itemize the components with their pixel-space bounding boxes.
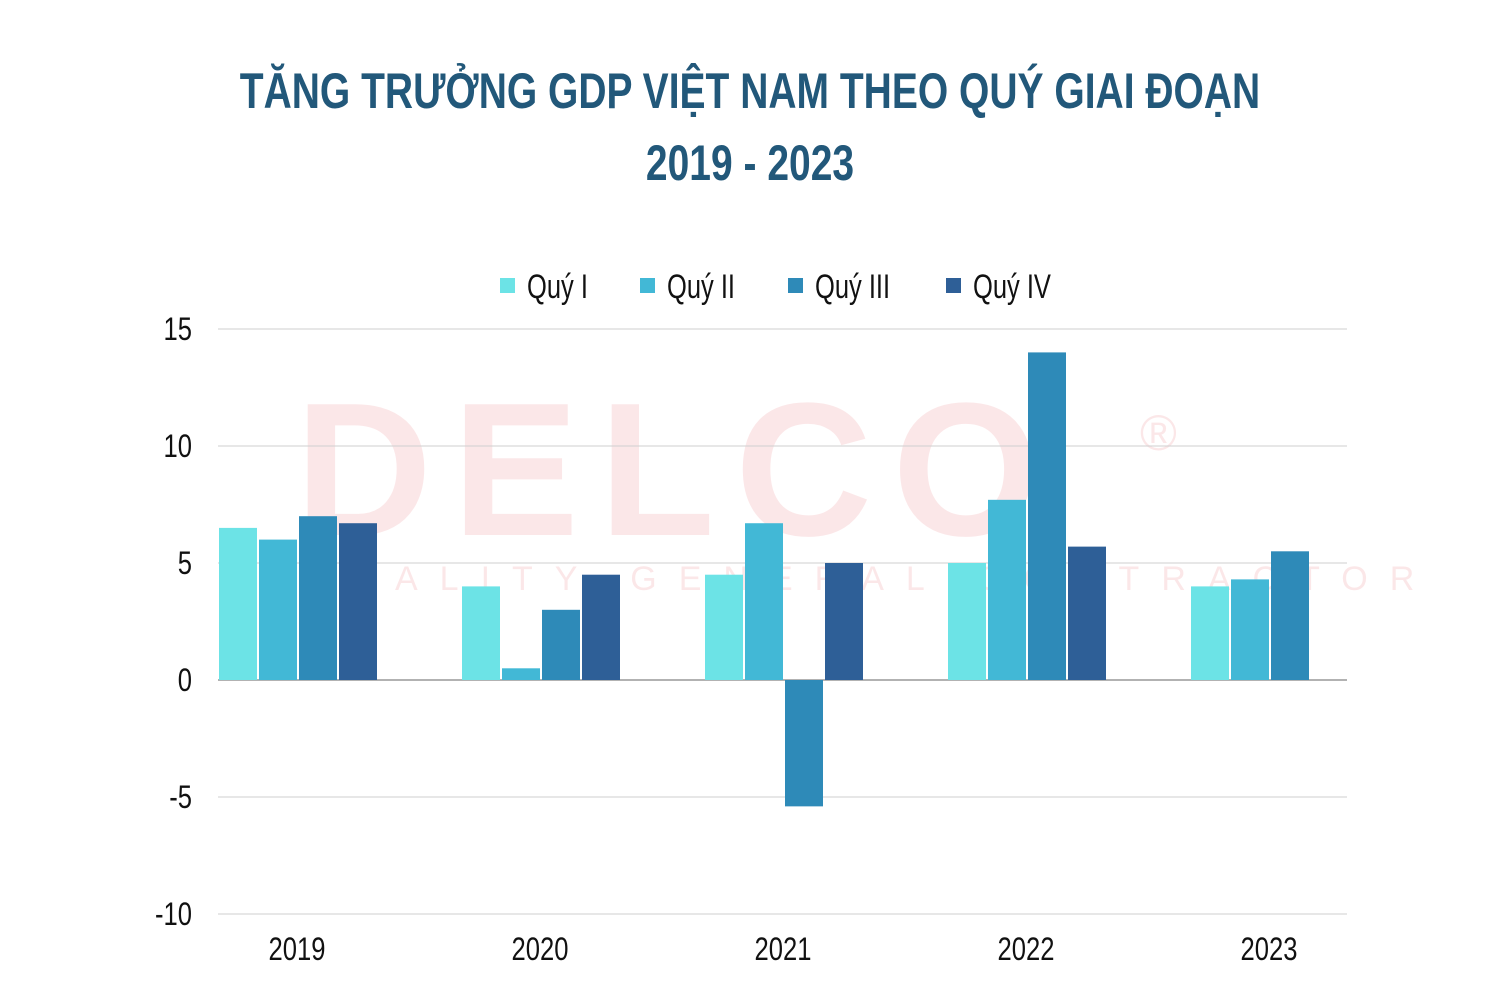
bar-2021-q2 [745, 523, 783, 680]
bar-2023-q1 [1191, 586, 1229, 680]
legend-swatch [788, 278, 803, 293]
bar-2020-q4 [582, 574, 620, 680]
x-tick-label: 2022 [998, 932, 1055, 967]
x-tick-label: 2020 [512, 932, 569, 967]
bar-2022-q3 [1028, 352, 1066, 680]
svg-text:®: ® [1140, 405, 1177, 461]
y-tick-label: 15 [164, 312, 192, 347]
bar-2020-q1 [462, 586, 500, 680]
bar-2020-q2 [502, 668, 540, 680]
chart-title-line2: 2019 - 2023 [645, 135, 855, 191]
legend-swatch [640, 278, 655, 293]
legend-swatch [946, 278, 961, 293]
y-tick-label: 5 [178, 546, 192, 581]
legend-swatch [500, 278, 515, 293]
legend-label: Quý III [815, 269, 890, 306]
chart-title-line1: TĂNG TRƯỞNG GDP VIỆT NAM THEO QUÝ GIAI Đ… [239, 63, 1261, 119]
y-tick-label: -10 [155, 897, 192, 932]
x-tick-label: 2021 [755, 932, 812, 967]
y-tick-label: 0 [178, 663, 192, 698]
bar-2021-q3 [785, 680, 823, 807]
legend-label: Quý IV [973, 269, 1051, 306]
bar-2019-q1 [219, 527, 257, 680]
bar-2023-q2 [1231, 579, 1269, 680]
bar-2020-q3 [542, 609, 580, 680]
svg-text:DELCO: DELCO [295, 364, 1060, 576]
bar-2023-q3 [1271, 551, 1309, 680]
bar-2021-q4 [825, 563, 863, 680]
bar-2019-q3 [299, 516, 337, 680]
y-tick-label: 10 [164, 429, 192, 464]
bar-2021-q1 [705, 574, 743, 680]
bar-2019-q4 [339, 523, 377, 680]
legend-label: Quý I [527, 269, 588, 306]
y-tick-label: -5 [169, 780, 192, 815]
bar-2022-q1 [948, 563, 986, 680]
legend-label: Quý II [667, 269, 735, 306]
x-tick-label: 2023 [1241, 932, 1298, 967]
bar-2022-q2 [988, 499, 1026, 680]
x-tick-label: 2019 [269, 932, 326, 967]
bar-2022-q4 [1068, 546, 1106, 680]
bar-2019-q2 [259, 539, 297, 680]
